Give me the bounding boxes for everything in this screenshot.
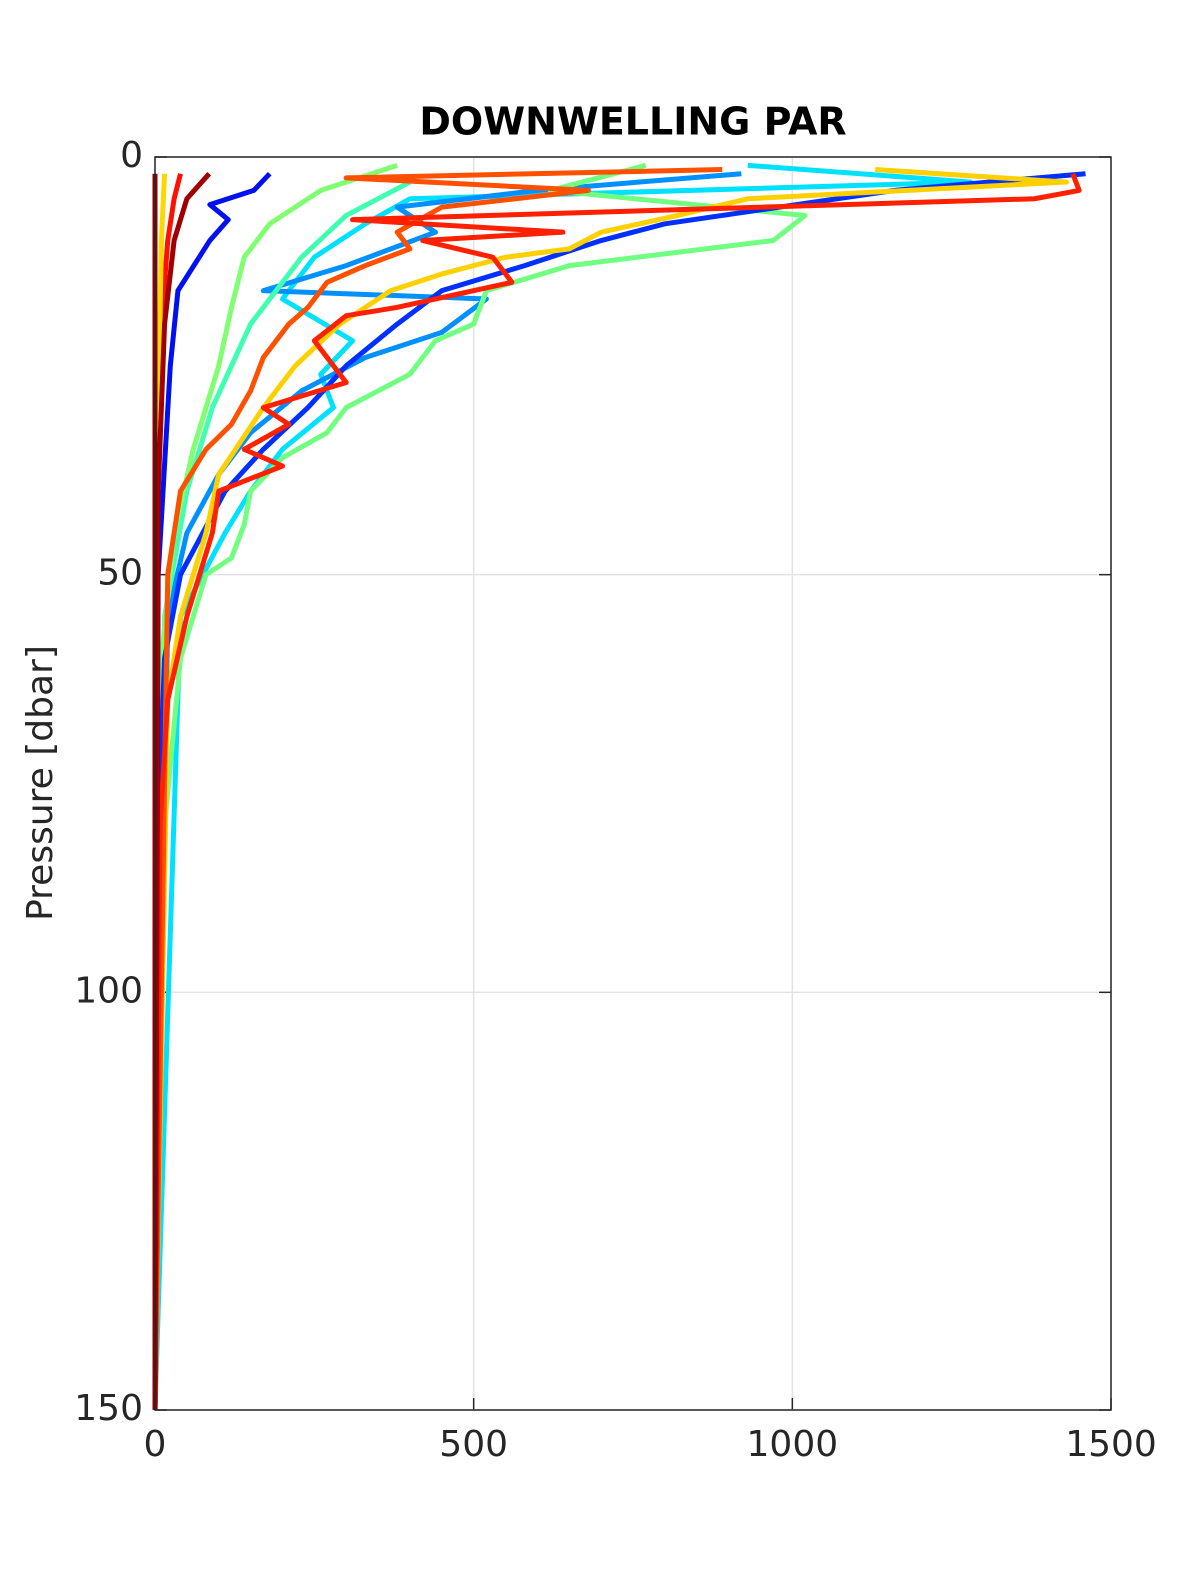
profile-line [152, 172, 212, 1411]
profile-line [152, 171, 272, 1411]
x-tick-label: 1500 [1065, 1424, 1157, 1465]
y-tick-label: 50 [97, 553, 143, 594]
y-tick-label: 100 [74, 970, 143, 1011]
x-tick-label: 0 [144, 1424, 167, 1465]
profile-line [152, 167, 723, 1411]
plot-frame [154, 156, 1112, 1411]
y-tick-label: 0 [120, 135, 143, 176]
x-tick-label: 500 [439, 1424, 508, 1465]
profile-line [152, 162, 974, 1411]
profile-line [152, 162, 808, 1411]
profile-line [152, 171, 1086, 1411]
x-tick-label: 1000 [747, 1424, 839, 1465]
profile-line [152, 172, 1082, 1411]
y-axis-label: Pressure [dbar] [20, 645, 61, 921]
y-tick-label: 150 [74, 1388, 143, 1429]
chart-title: DOWNWELLING PAR [419, 100, 846, 144]
